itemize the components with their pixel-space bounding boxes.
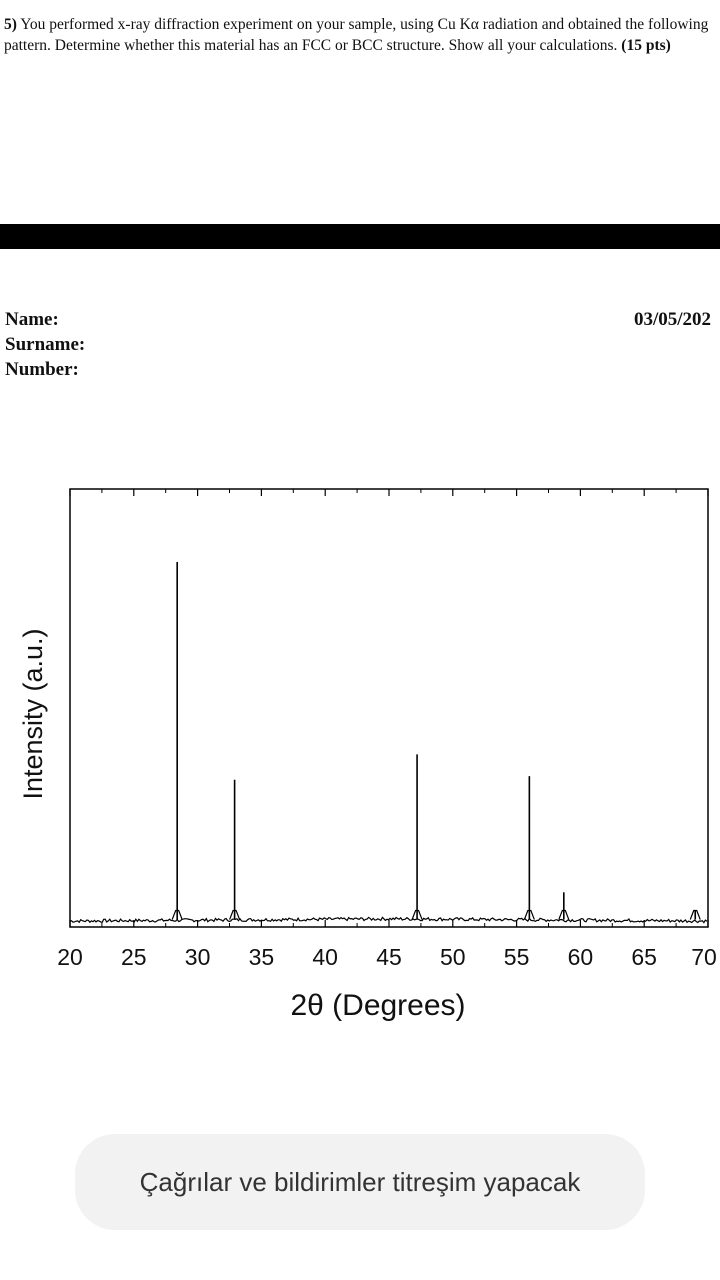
question-body: You performed x-ray diffraction experime… [4,16,709,54]
peak-base [229,909,241,920]
date-text: 03/05/202 [634,309,712,330]
peak-base [171,909,183,920]
peak-base [689,909,701,920]
x-tick-label: 60 [568,944,594,970]
x-tick-label: 45 [376,944,402,970]
x-tick-labels: 20 25 30 35 40 45 50 55 60 65 70 [57,944,717,970]
name-label: Name: [5,309,59,330]
peak-base [523,909,535,920]
y-axis-label: Intensity (a.u.) [18,628,48,799]
number-label: Number: [5,359,79,380]
noise-baseline [69,916,708,924]
xrd-chart: 20 25 30 35 40 45 50 55 60 65 70 2θ (Degrees) Inte… [18,488,717,1022]
x-tick-label: 30 [185,944,211,970]
x-tick-label: 65 [631,944,657,970]
peak-base [411,909,423,920]
peak-base [558,909,570,920]
page-divider-bar [0,224,720,249]
x-tick-label: 55 [504,944,530,970]
x-axis-label: 2θ (Degrees) [290,989,465,1022]
x-tick-label: 25 [121,944,147,970]
question-text: 5) You performed x-ray diffraction exper… [4,14,718,56]
x-tick-label: 35 [249,944,275,970]
plot-frame [69,488,709,928]
notification-toast: Çağrılar ve bildirimler titreşim yapacak [75,1134,645,1230]
toast-message: Çağrılar ve bildirimler titreşim yapacak [139,1166,581,1197]
x-tick-label: 70 [691,944,717,970]
axis-ticks [69,489,709,927]
question-points: (15 pts) [621,37,671,54]
x-tick-label: 50 [440,944,466,970]
x-tick-label: 40 [312,944,338,970]
question-number: 5) [4,16,17,33]
surname-label: Surname: [5,334,86,355]
x-tick-label: 20 [57,944,83,970]
diffraction-peaks [171,562,701,920]
